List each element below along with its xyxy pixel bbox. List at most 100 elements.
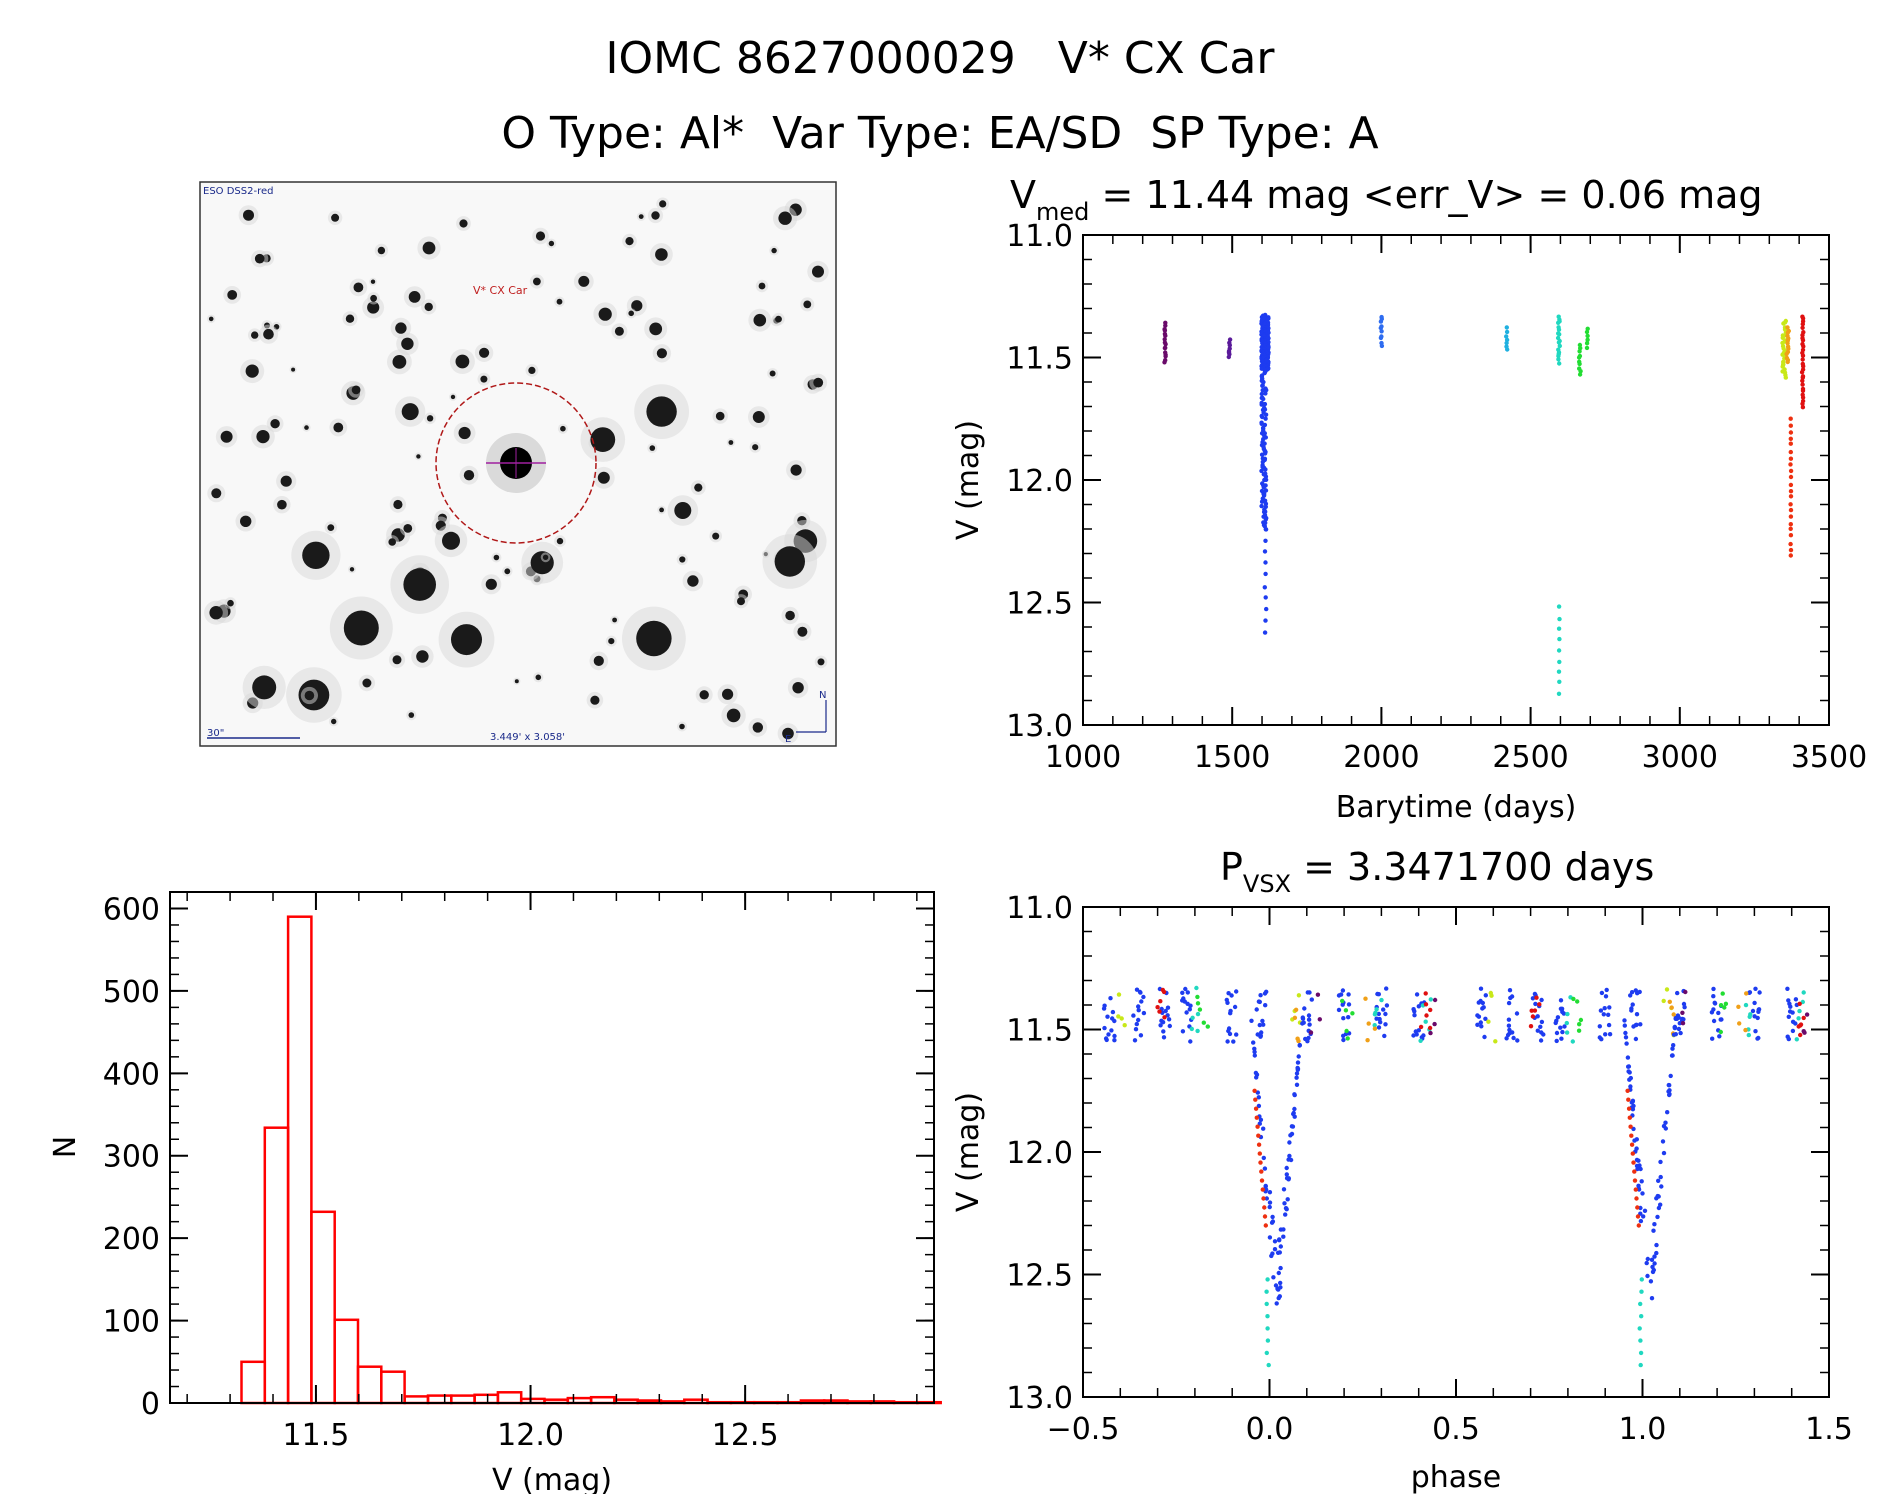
star <box>227 290 238 300</box>
phased-point <box>1252 1053 1258 1058</box>
phased-point <box>1655 1193 1660 1199</box>
lightcurve-point <box>1259 452 1265 457</box>
lightcurve-point <box>1788 436 1794 441</box>
star <box>649 322 663 336</box>
lightcurve-point <box>1585 337 1590 342</box>
phased-point <box>1295 1060 1301 1065</box>
histogram-bar <box>286 915 313 1405</box>
phased-point <box>1265 1277 1270 1282</box>
phased-point <box>1341 1016 1346 1021</box>
phased-point <box>1427 1025 1433 1031</box>
star <box>752 722 763 733</box>
phased-point <box>1475 1013 1480 1018</box>
phased-point <box>1374 1007 1379 1012</box>
phased-point <box>1252 1046 1257 1052</box>
phased-point <box>1136 1008 1141 1013</box>
phased-point <box>1636 1223 1642 1228</box>
phased-point <box>1632 1169 1637 1174</box>
phased-point <box>1743 1002 1749 1008</box>
lightcurve-point <box>1788 474 1794 480</box>
lightcurve-point <box>1800 382 1805 387</box>
lightcurve-point <box>1263 416 1268 421</box>
star <box>775 315 782 323</box>
lightcurve-point <box>1788 482 1794 488</box>
phased-point <box>1564 1020 1570 1026</box>
phased-point <box>1109 1028 1114 1033</box>
phased-point <box>1281 1187 1287 1192</box>
histogram-bar <box>450 1394 476 1405</box>
phased-point <box>1558 1006 1564 1011</box>
star <box>726 708 741 723</box>
phased-title-rest: = 3.3471700 days <box>1291 845 1654 889</box>
phased-point <box>1629 1133 1634 1138</box>
phased-point <box>1631 1160 1636 1165</box>
phased-point <box>1710 1036 1715 1041</box>
star <box>674 502 692 519</box>
phased-point <box>1350 1011 1355 1016</box>
y-tick-label: 300 <box>103 1140 160 1175</box>
y-tick-label: 12.0 <box>1006 464 1073 499</box>
phased-point <box>1711 1018 1717 1024</box>
phased-point <box>1627 1115 1633 1120</box>
lightcurve-point <box>1788 533 1794 538</box>
phased-point <box>1757 990 1762 995</box>
phased-point <box>1294 1071 1300 1076</box>
phased-point <box>1652 1254 1657 1259</box>
phased-point <box>1798 1023 1803 1028</box>
phased-points <box>1101 985 1810 1368</box>
phased-point <box>1166 1017 1172 1022</box>
star <box>256 430 270 444</box>
phased-point <box>1227 1031 1233 1037</box>
phased-point <box>1601 1012 1607 1017</box>
y-tick-label: 11.0 <box>1006 891 1073 926</box>
phased-title-p: P <box>1220 845 1243 889</box>
star <box>528 366 536 374</box>
phased-point <box>1639 1277 1645 1282</box>
x-tick-label: 1000 <box>1045 740 1121 775</box>
phased-point <box>1287 1153 1292 1159</box>
phased-point <box>1345 1036 1350 1041</box>
phased-point <box>1366 1021 1371 1026</box>
phased-point <box>1278 1265 1283 1271</box>
phased-point <box>1578 1017 1584 1023</box>
phased-point <box>1272 1239 1278 1244</box>
lightcurve-point <box>1557 343 1563 349</box>
lightcurve-point <box>1557 616 1562 622</box>
phased-point <box>1122 1022 1127 1028</box>
lightcurve-point <box>1788 514 1794 519</box>
phased-point <box>1475 1022 1480 1027</box>
phased-point <box>1723 1001 1729 1006</box>
phased-point <box>1663 1120 1668 1125</box>
lightcurve-point <box>1585 333 1590 339</box>
phased-point <box>1119 1016 1124 1021</box>
survey-label: ESO DSS2-red <box>203 186 273 197</box>
phased-point <box>1599 990 1605 996</box>
star <box>737 597 745 606</box>
phased-point <box>1661 998 1666 1004</box>
histogram-bar <box>496 1391 523 1405</box>
star <box>209 606 223 620</box>
phased-point <box>1482 1034 1487 1040</box>
lightcurve-point <box>1264 387 1269 393</box>
phased-point <box>1654 1242 1659 1248</box>
lightcurve-point <box>1262 549 1268 554</box>
phased-point <box>1286 1176 1292 1181</box>
phased-point <box>1638 1350 1644 1356</box>
phased-point <box>1644 1260 1649 1266</box>
phased-point <box>1110 1016 1115 1021</box>
phased-panel: PVSX = 3.3471700 days −0.5 0.0 0.5 1.0 1.5 11… <box>951 845 1853 1494</box>
phased-point <box>1676 1026 1682 1032</box>
phased-point <box>1634 1157 1640 1163</box>
phased-point <box>1277 1294 1283 1299</box>
phased-point <box>1306 1013 1312 1018</box>
lightcurve-point <box>1264 606 1269 612</box>
phased-point <box>1234 1032 1239 1037</box>
phased-point <box>1562 1024 1567 1029</box>
star <box>614 326 624 336</box>
phased-point <box>1802 1030 1807 1035</box>
phased-point <box>1786 1014 1792 1019</box>
phased-point <box>1507 988 1513 993</box>
lightcurve-axes: 1000 1500 2000 2500 3000 3500 11.0 11.5 12.0 12.5… <box>1006 219 1867 775</box>
phased-point <box>1641 1214 1646 1219</box>
phased-point <box>1141 994 1146 1000</box>
